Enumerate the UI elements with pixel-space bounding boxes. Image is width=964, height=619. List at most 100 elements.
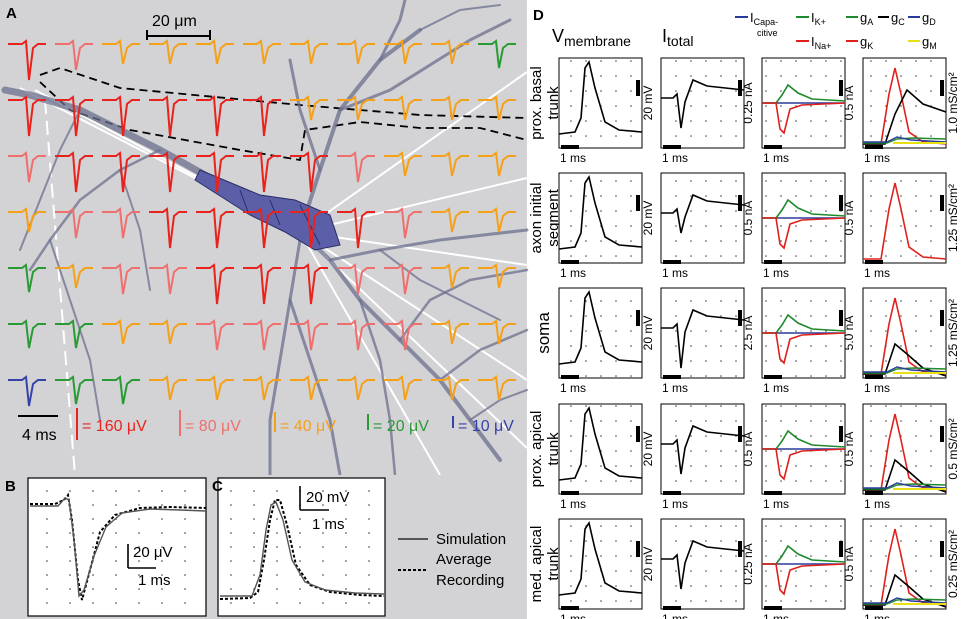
panel-b: 20 μV 1 ms B: [0, 475, 208, 619]
d-ga-trace: [863, 137, 947, 144]
d-itotal-trace: [661, 193, 745, 234]
legend-g-a: gA: [860, 10, 873, 27]
panel-d-row: axon initial segment 1 ms 1 ms 1 ms 1 ms 20 mV…: [528, 172, 960, 280]
row-label-2: trunk: [545, 432, 562, 466]
d-plot-grid: [863, 288, 946, 378]
spike-trace: [478, 319, 516, 345]
d-ina-trace: [762, 448, 846, 481]
spike-trace: [55, 95, 93, 137]
spike-trace: [149, 319, 187, 345]
spike-trace: [337, 207, 375, 249]
d-time-label: 1 ms: [560, 151, 586, 165]
spike-trace: [149, 207, 187, 249]
d-time-label: 1 ms: [763, 612, 789, 619]
d-amp-label: 20 mV: [641, 316, 655, 351]
panel-c-label: C: [212, 478, 223, 495]
panel-b-grid: [28, 478, 206, 616]
d-ina-trace: [762, 102, 846, 135]
d-gc-trace: [863, 458, 947, 493]
spike-trace: [149, 263, 187, 295]
row-label-2: trunk: [545, 86, 562, 120]
spike-trace: [55, 207, 93, 239]
legend-i-capacitive-2: citive: [757, 28, 778, 38]
panel-c-average-recording: [219, 499, 385, 600]
d-plot-grid: [863, 58, 946, 148]
scale-bar-length: 20 μm: [146, 13, 211, 40]
row-label-2: trunk: [545, 547, 562, 581]
d-plot-grid: [559, 519, 642, 609]
d-amp-label: 1.25 mS/cm²: [946, 184, 960, 252]
spike-trace: [384, 95, 422, 121]
d-amp-label: 2.5 nA: [741, 316, 755, 351]
spike-trace: [384, 151, 422, 177]
d-plot-grid: [661, 519, 744, 609]
panel-a-label: A: [6, 5, 17, 22]
panel-a: 20 μm 4 ms = 160 μV = 80 μV = 40 μV = 20…: [0, 0, 529, 477]
d-plot-grid: [559, 404, 642, 494]
spike-trace: [478, 95, 516, 121]
spike-trace: [337, 95, 375, 121]
panel-b-time-scale: 1 ms: [138, 572, 171, 589]
spike-trace: [102, 319, 140, 345]
d-time-label: 1 ms: [763, 151, 789, 165]
d-gd-trace: [863, 136, 947, 143]
spike-trace: [102, 263, 140, 295]
d-amp-label: 20 mV: [641, 547, 655, 582]
d-time-label: 1 ms: [560, 497, 586, 511]
d-amp-label: 20 mV: [641, 86, 655, 121]
legend-g-m: gM: [922, 34, 937, 51]
d-plot-grid: [661, 404, 744, 494]
legend-80: = 80 μV: [185, 418, 241, 435]
spike-trace: [478, 39, 516, 69]
d-time-label: 1 ms: [763, 381, 789, 395]
panel-d: D Vmembrane Itotal ICapa- citive IK+ INa…: [528, 7, 960, 619]
spike-trace: [337, 319, 375, 351]
spike-trace: [290, 319, 328, 351]
d-plot-grid: [559, 173, 642, 263]
spike-trace: [243, 207, 281, 249]
panel-b-average-recording: [30, 492, 207, 601]
spike-trace: [431, 151, 469, 177]
d-itotal-trace: [661, 308, 745, 369]
d-time-label: 1 ms: [864, 266, 890, 280]
row-label-2: segment: [545, 188, 562, 246]
d-gc-trace: [863, 342, 947, 377]
spike-trace: [55, 375, 93, 405]
d-time-label: 1 ms: [864, 151, 890, 165]
d-amp-label: 0.5 nA: [842, 201, 856, 236]
d-gd-trace: [863, 597, 947, 604]
d-amp-label: 20 mV: [641, 201, 655, 236]
legend-10: = 10 μV: [458, 418, 514, 435]
d-vmembrane-trace: [558, 406, 643, 481]
d-ina-trace: [762, 563, 846, 596]
row-label: med. apical: [528, 526, 545, 603]
panel-d-row: med. apical trunk 1 ms 1 ms 1 ms 1 ms 20 mV 0.2…: [528, 518, 960, 619]
spike-trace: [431, 95, 469, 121]
d-plot-grid: [661, 288, 744, 378]
d-plot-grid: [559, 288, 642, 378]
spike-trace: [384, 375, 422, 401]
legend-simulation-label: Simulation: [436, 531, 506, 548]
spike-trace: [478, 375, 516, 401]
spike-trace: [290, 95, 328, 121]
spike-trace: [8, 151, 46, 183]
d-amp-label: 1.25 mS/cm²: [946, 299, 960, 367]
d-time-label: 1 ms: [560, 612, 586, 619]
d-amp-label: 0.5 nA: [741, 432, 755, 467]
spike-trace: [337, 263, 375, 295]
spike-trace: [478, 151, 516, 177]
d-plot-grid: [559, 58, 642, 148]
legend-g-c: gC: [891, 10, 905, 27]
spike-trace: [290, 39, 328, 65]
d-itotal-trace: [661, 424, 745, 475]
spike-trace: [196, 39, 234, 65]
spike-trace: [196, 151, 234, 193]
spike-trace: [55, 263, 93, 289]
panel-d-row: prox. basal trunk 1 ms 1 ms 1 ms 1 ms 20 mV 0.2…: [528, 57, 960, 165]
d-vmembrane-trace: [558, 60, 643, 135]
spike-trace: [431, 39, 469, 65]
col-vmembrane-header: Vmembrane: [552, 26, 631, 49]
d-gc-trace: [863, 573, 947, 608]
row-label: prox. basal: [528, 66, 545, 139]
